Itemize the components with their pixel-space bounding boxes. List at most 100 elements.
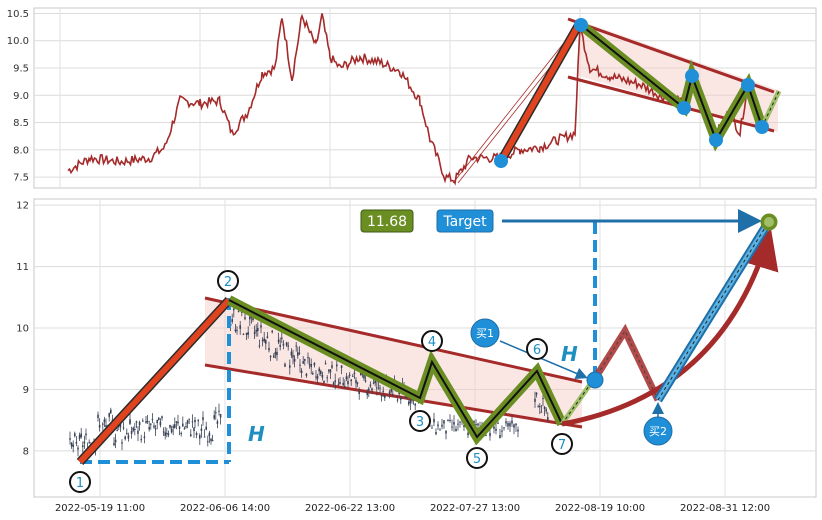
top-pivot-dot <box>677 101 691 115</box>
candle-body <box>368 388 370 391</box>
candle-body <box>172 426 174 428</box>
candle-body <box>103 419 106 423</box>
top-pivot-dot <box>574 18 588 32</box>
candle-body <box>132 427 134 431</box>
candle-body <box>511 420 513 424</box>
candle-body <box>97 414 99 418</box>
candle-body <box>102 423 104 425</box>
candle-body <box>439 429 441 431</box>
bottom-x-tick-label: 2022-06-22 13:00 <box>305 503 395 514</box>
candle-body <box>145 421 147 423</box>
candle-body <box>344 386 346 389</box>
candle-body <box>211 439 214 442</box>
svg-text:2: 2 <box>224 275 232 290</box>
candle-body <box>153 425 155 428</box>
candle-body <box>233 308 235 311</box>
candle-body <box>320 371 322 375</box>
top-projection-line <box>452 24 579 184</box>
candle-body <box>205 426 207 430</box>
candle-body <box>164 432 166 436</box>
candle-body <box>282 343 285 346</box>
candle-body <box>85 433 87 436</box>
candle-body <box>534 398 536 402</box>
candle-body <box>372 382 375 384</box>
candle-body <box>313 362 316 366</box>
candle-body <box>231 319 233 322</box>
candle-body <box>499 435 501 439</box>
candle-body <box>513 424 515 428</box>
candle-body <box>80 433 82 438</box>
candle-body <box>339 382 341 385</box>
top-impulse-line-inner <box>498 24 581 163</box>
candle-body <box>154 428 157 430</box>
bottom-y-tick-label: 8 <box>23 446 29 457</box>
candle-body <box>340 365 343 368</box>
candle-body <box>304 359 306 361</box>
candle-body <box>245 332 248 335</box>
curved-target-arrow <box>561 228 779 427</box>
candle-body <box>137 430 139 434</box>
top-pivot-dot <box>755 120 769 134</box>
candle-body <box>455 428 457 432</box>
candle-body <box>285 342 288 346</box>
candle-body <box>489 432 491 437</box>
candle-body <box>108 413 110 417</box>
candle-body <box>337 384 340 386</box>
candle-body <box>305 373 308 376</box>
candle-body <box>180 432 182 435</box>
candle-body <box>457 423 459 425</box>
bottom-x-tick-label: 2022-08-19 10:00 <box>555 503 645 514</box>
candle-body <box>537 406 539 408</box>
retest-zigzag-inner <box>593 329 659 401</box>
pivot-label-3: 3 <box>409 410 431 432</box>
candle-body <box>441 424 443 427</box>
candle-body <box>400 396 402 400</box>
candle-body <box>253 332 256 334</box>
candle-body <box>414 403 416 406</box>
candle-body <box>371 388 373 391</box>
candle-body <box>72 444 74 447</box>
breakout-dot <box>586 371 604 389</box>
candle-body <box>213 415 215 419</box>
candle-body <box>203 436 206 438</box>
h-label-right: H <box>561 342 578 366</box>
candle-body <box>352 375 354 377</box>
candle-body <box>274 351 277 355</box>
candle-body <box>380 395 383 397</box>
candle-body <box>328 369 330 372</box>
candle-body <box>473 420 475 423</box>
candle-body <box>292 355 294 358</box>
candle-body <box>290 351 293 356</box>
candle-body <box>268 347 270 351</box>
candle-body <box>127 435 130 439</box>
candle-body <box>350 379 352 382</box>
top-y-tick-label: 9.5 <box>13 64 29 75</box>
candle-body <box>186 420 189 424</box>
candle-body <box>345 376 348 380</box>
candle-body <box>374 380 376 384</box>
candle-body <box>77 447 79 450</box>
candle-body <box>363 374 365 379</box>
candle-body <box>208 432 211 437</box>
candle-body <box>463 425 465 427</box>
candle-body <box>260 325 262 328</box>
candle-body <box>299 364 301 366</box>
candle-body <box>216 421 219 424</box>
top-channel-lower <box>567 75 775 133</box>
candle-body <box>542 397 544 400</box>
candle-body <box>158 417 160 421</box>
candle-body <box>539 406 541 408</box>
candle-body <box>261 339 264 341</box>
candle-body <box>361 373 364 375</box>
candle-body <box>249 316 251 320</box>
candle-body <box>321 374 324 378</box>
candle-body <box>210 438 212 441</box>
candle-body <box>547 417 549 421</box>
svg-text:1: 1 <box>76 476 84 491</box>
candle-body <box>287 345 289 347</box>
candle-body <box>197 420 199 422</box>
candle-body <box>250 316 253 318</box>
target-value-box <box>360 209 414 233</box>
